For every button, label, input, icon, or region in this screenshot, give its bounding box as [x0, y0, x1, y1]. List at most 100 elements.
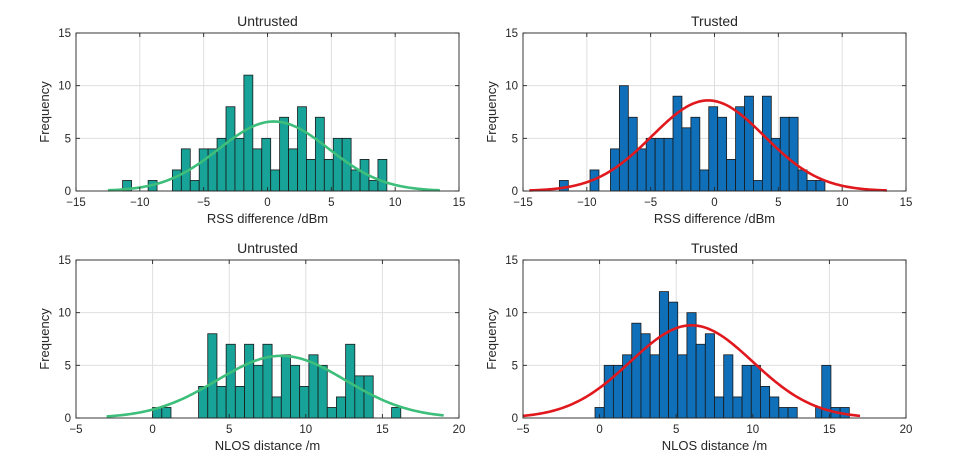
histogram-bar: [704, 333, 715, 419]
x-tick-label: −15: [513, 197, 533, 209]
histogram-bar: [332, 137, 343, 192]
histogram-bar: [377, 158, 388, 192]
chart-panel-1: −15 −10 −5 0 5 10 15 0 5 10 15 Untrusted RSS differe…: [37, 13, 465, 226]
histogram-bar: [225, 343, 236, 419]
y-tick-label: 0: [65, 413, 71, 425]
y-tick-label: 0: [512, 413, 518, 425]
histogram-bar: [336, 396, 347, 419]
chart-title: Trusted: [691, 13, 738, 29]
histogram-bar: [279, 116, 289, 192]
x-tick-label: 0: [264, 197, 270, 209]
histogram-bar: [234, 137, 245, 192]
histogram-bar: [741, 364, 752, 419]
histogram-bar: [603, 364, 614, 419]
histogram-bar: [668, 301, 679, 419]
histogram-bar: [262, 343, 273, 419]
chart-title: Untrusted: [237, 240, 298, 256]
histogram-bar: [234, 385, 245, 419]
histogram-bar: [677, 354, 688, 419]
histogram-bar: [363, 375, 374, 419]
histogram-bar: [244, 343, 255, 419]
histogram-bar: [261, 137, 272, 192]
histogram-bar: [714, 396, 725, 419]
histogram-bar: [726, 158, 736, 192]
histogram-bar: [253, 364, 264, 419]
y-tick-label: 5: [65, 133, 71, 145]
histogram-bar: [314, 116, 325, 192]
y-tick-label: 15: [505, 28, 518, 40]
histogram-bar: [306, 158, 316, 192]
y-tick-label: 10: [505, 81, 518, 93]
histogram-bar: [323, 158, 334, 192]
x-tick-label: 5: [328, 197, 334, 209]
x-tick-label: 20: [453, 424, 466, 436]
histogram-bar: [618, 85, 629, 192]
histogram-bar: [317, 364, 328, 419]
x-tick-label: 5: [673, 424, 679, 436]
histogram-bar: [288, 148, 298, 192]
histogram-bar: [663, 137, 674, 192]
x-tick-label: −5: [69, 424, 82, 436]
axes-box: [75, 259, 460, 419]
histogram-bar: [750, 364, 761, 419]
x-tick-label: 15: [453, 197, 466, 209]
y-tick-label: 10: [58, 308, 71, 320]
histogram-bar: [699, 169, 710, 192]
histogram-bar: [681, 127, 692, 192]
histogram-bar: [326, 407, 337, 419]
y-axis-label: Frequency: [484, 308, 499, 370]
y-tick-label: 0: [512, 186, 518, 198]
x-tick-label: −5: [197, 197, 210, 209]
normal-fit-curve: [522, 324, 861, 418]
histogram-bar: [778, 407, 789, 419]
x-tick-label: 10: [836, 197, 849, 209]
axes-box: [522, 259, 907, 419]
x-tick-label: −15: [66, 197, 86, 209]
x-tick-label: 20: [900, 424, 913, 436]
histogram-bar: [271, 396, 282, 419]
histogram-bar: [761, 95, 772, 192]
histogram-bar: [788, 116, 799, 192]
histogram-bar: [216, 385, 227, 419]
x-tick-label: 15: [900, 197, 913, 209]
y-tick-label: 10: [505, 308, 518, 320]
x-tick-label: 15: [823, 424, 836, 436]
histogram-bar: [695, 343, 706, 419]
histogram-bar: [636, 148, 647, 192]
histogram-bar: [717, 116, 728, 192]
histogram-bar: [225, 106, 236, 192]
histogram-bar: [290, 364, 301, 419]
x-axis-label: RSS difference /dBm: [207, 211, 328, 226]
histogram-bar: [270, 169, 281, 192]
x-axis-label: RSS difference /dBm: [654, 211, 775, 226]
histogram-bar: [299, 385, 310, 419]
histogram-bar: [690, 116, 701, 192]
histogram-bar: [708, 106, 719, 192]
x-tick-label: −5: [516, 424, 529, 436]
histogram-bar: [280, 354, 291, 419]
y-axis-label: Frequency: [37, 81, 52, 143]
x-tick-label: 5: [775, 197, 781, 209]
histogram-bar: [732, 396, 743, 419]
histogram-bar: [631, 322, 642, 419]
histogram-bar: [171, 169, 182, 192]
histogram-bar: [797, 169, 808, 192]
histogram-bar: [189, 180, 200, 192]
histogram-bar: [753, 180, 763, 192]
histogram-bar: [391, 407, 402, 419]
histogram-bar: [686, 312, 697, 419]
histogram-bar: [806, 180, 817, 192]
y-tick-label: 15: [58, 28, 71, 40]
x-tick-label: 0: [596, 424, 602, 436]
x-axis-label: NLOS distance /m: [662, 438, 768, 453]
x-tick-label: 10: [389, 197, 402, 209]
histogram-bar: [354, 375, 365, 419]
x-tick-label: 10: [299, 424, 312, 436]
normal-fit-curve: [529, 99, 887, 192]
x-tick-label: 0: [711, 197, 717, 209]
histogram-bar: [198, 148, 209, 192]
histogram-bar: [769, 396, 780, 419]
